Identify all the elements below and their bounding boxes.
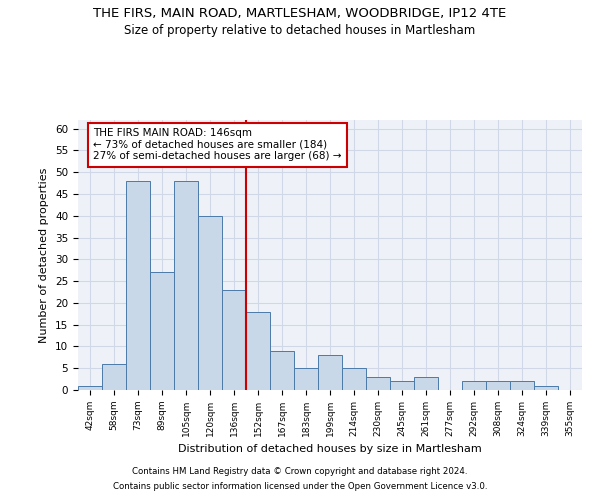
- Bar: [222, 290, 246, 390]
- Bar: [366, 377, 390, 390]
- Text: Size of property relative to detached houses in Martlesham: Size of property relative to detached ho…: [124, 24, 476, 37]
- Text: THE FIRS, MAIN ROAD, MARTLESHAM, WOODBRIDGE, IP12 4TE: THE FIRS, MAIN ROAD, MARTLESHAM, WOODBRI…: [94, 8, 506, 20]
- Text: THE FIRS MAIN ROAD: 146sqm
← 73% of detached houses are smaller (184)
27% of sem: THE FIRS MAIN ROAD: 146sqm ← 73% of deta…: [93, 128, 341, 162]
- Bar: [78, 386, 102, 390]
- Bar: [342, 368, 366, 390]
- X-axis label: Distribution of detached houses by size in Martlesham: Distribution of detached houses by size …: [178, 444, 482, 454]
- Bar: [534, 386, 558, 390]
- Bar: [510, 382, 534, 390]
- Bar: [318, 355, 342, 390]
- Bar: [174, 181, 198, 390]
- Bar: [198, 216, 222, 390]
- Bar: [246, 312, 270, 390]
- Bar: [270, 351, 294, 390]
- Bar: [462, 382, 486, 390]
- Bar: [486, 382, 510, 390]
- Bar: [390, 382, 414, 390]
- Y-axis label: Number of detached properties: Number of detached properties: [40, 168, 49, 342]
- Text: Contains public sector information licensed under the Open Government Licence v3: Contains public sector information licen…: [113, 482, 487, 491]
- Bar: [150, 272, 174, 390]
- Bar: [294, 368, 318, 390]
- Text: Contains HM Land Registry data © Crown copyright and database right 2024.: Contains HM Land Registry data © Crown c…: [132, 467, 468, 476]
- Bar: [126, 181, 150, 390]
- Bar: [102, 364, 126, 390]
- Bar: [414, 377, 438, 390]
